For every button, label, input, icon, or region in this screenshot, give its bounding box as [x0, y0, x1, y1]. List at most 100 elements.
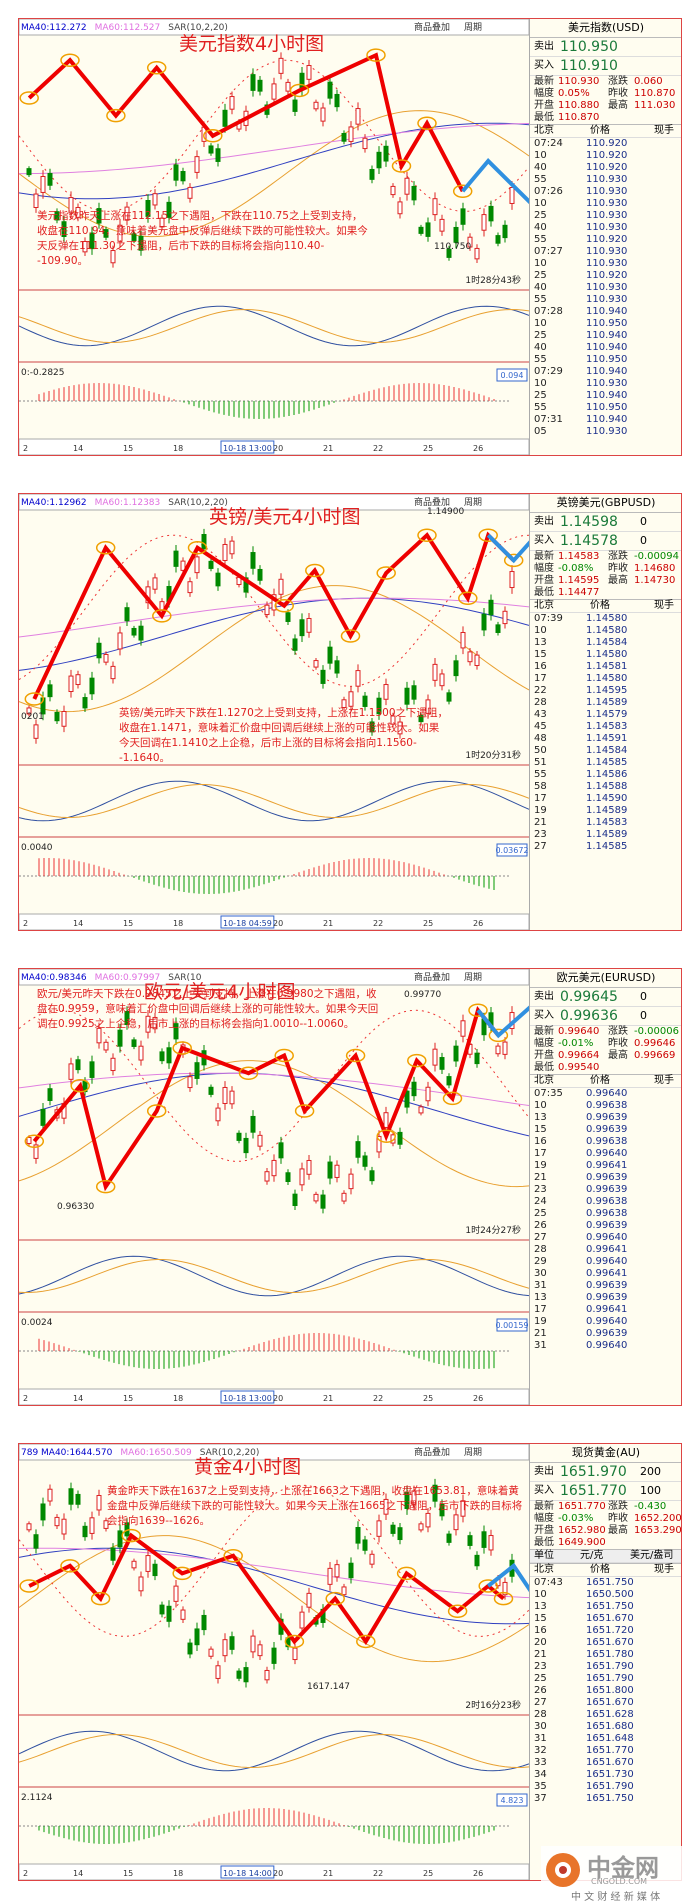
- tick-time: 25: [534, 210, 547, 221]
- quote-stat-row: 开盘 0.99664 最高 0.99669: [530, 1050, 681, 1062]
- candle-body: [152, 1016, 158, 1030]
- pivot-circle: [274, 1048, 294, 1063]
- candle-body: [110, 665, 116, 680]
- candle-body: [418, 1523, 424, 1531]
- candle-body: [425, 1086, 431, 1102]
- candle-body: [460, 632, 466, 649]
- quote-sell: 卖出 1.14598 0: [530, 513, 681, 532]
- date-label: 25: [423, 919, 433, 928]
- quote-stat: 涨跌: [608, 1026, 628, 1037]
- tick-row: 25 110.940: [530, 390, 681, 402]
- tick-row: 31 0.99639: [530, 1280, 681, 1292]
- indicator-label: MA60:1650.509: [120, 1448, 192, 1458]
- tick-time: 28: [534, 1244, 547, 1255]
- candle-body: [327, 81, 333, 99]
- tick-price: 0.99641: [586, 1244, 628, 1255]
- candle-body: [278, 57, 284, 74]
- indicator-label: MA40:0.98346: [21, 973, 87, 983]
- candle-body: [439, 1503, 445, 1517]
- tick-time: 30: [534, 1268, 547, 1279]
- pivot-circle: [468, 1003, 488, 1017]
- tick-price: 110.940: [586, 330, 628, 341]
- tick-row: 27 1.14585: [530, 841, 681, 853]
- quote-stat-row: 开盘 110.880 最高 111.030: [530, 100, 681, 112]
- candle-body: [68, 1063, 74, 1080]
- quote-stat: 0.99669: [634, 1050, 676, 1061]
- tick-row: 10 1650.500: [530, 1589, 681, 1601]
- pivot-circle: [503, 553, 524, 568]
- tick-price: 0.99639: [586, 1184, 628, 1195]
- tick-price: 110.920: [586, 234, 628, 245]
- candle-body: [117, 224, 123, 242]
- tick-time: 17: [534, 793, 547, 804]
- candle-body: [89, 232, 95, 250]
- tick-price: 0.99638: [586, 1136, 628, 1147]
- quote-stat: 最高: [608, 100, 628, 111]
- candle-body: [411, 1490, 417, 1505]
- tick-price: 1651.670: [586, 1757, 634, 1768]
- quote-stat-row: 最低 0.99540: [530, 1062, 681, 1074]
- date-label: 21: [323, 1869, 333, 1878]
- tick-row: 16 0.99638: [530, 1136, 681, 1148]
- candle-body: [215, 1665, 221, 1679]
- tick-price: 0.99639: [586, 1328, 628, 1339]
- tick-price: 110.930: [586, 426, 628, 437]
- candle-body: [75, 206, 81, 218]
- quote-stat: -0.00094: [634, 551, 679, 562]
- quote-buy: 买入 1.14578 0: [530, 532, 681, 551]
- tick-time: 10: [534, 318, 547, 329]
- price-label: 1.14900: [427, 507, 464, 517]
- candle-body: [355, 1141, 361, 1158]
- quote-stat: 1653.290: [634, 1525, 682, 1536]
- tick-row: 30 0.99641: [530, 1268, 681, 1280]
- quote-stat: 开盘: [534, 1050, 554, 1061]
- quote-sell: 卖出 0.99645 0: [530, 988, 681, 1007]
- quote-stat: 110.870: [634, 88, 676, 99]
- quote-panel: 美元指数(USD) 卖出 110.950 买入 110.910 最新 110.930 涨跌 0.…: [529, 19, 681, 455]
- candle-body: [348, 1562, 354, 1579]
- candle-body: [33, 1534, 39, 1549]
- table-header: 北京 价格 现手: [530, 599, 681, 613]
- quote-sell: 卖出 1651.970 200: [530, 1463, 681, 1482]
- tick-price: 1.14589: [586, 829, 628, 840]
- quote-price: 0.99645: [560, 989, 618, 1005]
- candle-body: [481, 613, 487, 631]
- tick-time: 29: [534, 1256, 547, 1267]
- quote-panel: 欧元美元(EURUSD) 卖出 0.99645 0 买入 0.99636 0 最新 0.9964…: [529, 969, 681, 1405]
- candle-body: [509, 571, 515, 589]
- trend-zigzag: [27, 52, 465, 193]
- candle-body: [89, 677, 95, 695]
- pivot-circle: [19, 1579, 39, 1593]
- tick-time: 25: [534, 1208, 547, 1219]
- candle-body: [68, 675, 74, 693]
- tick-price: 0.99638: [586, 1196, 628, 1207]
- value-box: [496, 1318, 528, 1332]
- candle-body: [194, 156, 200, 173]
- tick-price: 0.99640: [586, 1256, 628, 1267]
- pivot-circle: [274, 599, 294, 613]
- candle-body: [117, 1029, 123, 1047]
- tick-row: 43 1.14579: [530, 709, 681, 721]
- price-label: 0201: [21, 712, 44, 722]
- quote-stat-row: 最新 110.930 涨跌 0.060: [530, 76, 681, 88]
- candle-body: [404, 687, 410, 705]
- candle-body: [194, 1628, 200, 1646]
- tick-time: 22: [534, 685, 547, 696]
- candle-body: [439, 218, 445, 232]
- date-label: 15: [123, 1869, 133, 1878]
- pivot-circle: [19, 91, 39, 105]
- date-box: [220, 1865, 275, 1879]
- table-header: 北京 价格 现手: [530, 1074, 681, 1088]
- quote-stat: 1.14680: [634, 563, 676, 574]
- candle-body: [341, 1586, 347, 1596]
- candle-body: [222, 109, 228, 127]
- candle-body: [334, 660, 340, 674]
- candle-body: [75, 1059, 81, 1071]
- tick-row: 21 1.14583: [530, 817, 681, 829]
- candle-body: [131, 1039, 137, 1047]
- date-label: 18: [173, 444, 183, 453]
- tick-time: 25: [534, 1673, 547, 1684]
- tick-price: 110.940: [586, 366, 628, 377]
- tick-time: 55: [534, 354, 547, 365]
- candle-body: [117, 1530, 123, 1548]
